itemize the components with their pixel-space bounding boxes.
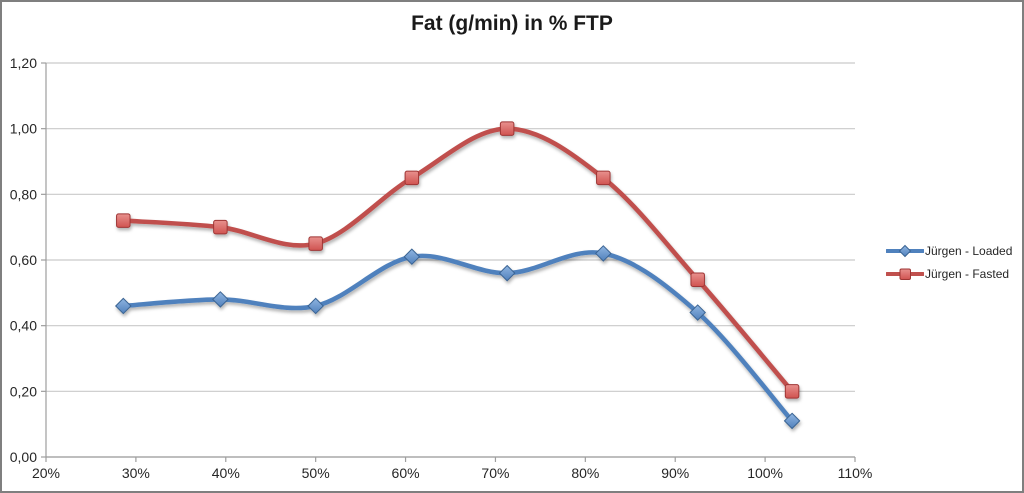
data-point-marker	[498, 264, 516, 282]
data-point-marker	[595, 245, 612, 262]
x-tick-label: 70%	[481, 465, 509, 481]
series-loaded	[114, 245, 801, 430]
data-point-marker	[308, 236, 323, 251]
data-point-marker	[307, 297, 324, 315]
data-point-marker	[212, 291, 229, 308]
data-point-marker	[213, 219, 228, 235]
y-tick-label: 0,00	[10, 449, 37, 465]
y-tick-label: 0,80	[10, 186, 37, 202]
data-point-marker	[596, 170, 611, 186]
x-tick-label: 80%	[571, 465, 599, 481]
x-tick-label: 30%	[122, 465, 150, 481]
x-tick-label: 100%	[747, 465, 783, 481]
data-point-marker	[784, 384, 800, 399]
x-tick-label: 60%	[392, 465, 420, 481]
data-point-marker	[403, 248, 421, 266]
legend-marker	[898, 244, 912, 258]
data-point-marker	[689, 304, 707, 321]
series-fasted	[116, 121, 800, 399]
data-point-marker	[114, 297, 132, 315]
legend-line-square-icon	[886, 268, 924, 280]
y-tick-label: 1,20	[10, 55, 37, 71]
x-tick-label: 110%	[838, 465, 873, 481]
legend-item-loaded: Jürgen - Loaded	[886, 243, 1012, 259]
data-point-marker	[116, 213, 131, 228]
data-point-marker	[404, 170, 420, 186]
y-tick-label: 0,60	[10, 252, 37, 268]
x-tick-label: 20%	[32, 465, 60, 481]
y-tick-label: 0,40	[10, 318, 37, 334]
data-point-marker	[499, 121, 515, 136]
x-tick-label: 50%	[302, 465, 330, 481]
legend: Jürgen - Loaded Jürgen - Fasted	[886, 243, 1012, 282]
data-point-marker	[783, 412, 801, 430]
y-tick-label: 0,20	[10, 383, 37, 399]
legend-label-loaded: Jürgen - Loaded	[925, 244, 1013, 258]
y-tick-label: 1,00	[10, 121, 37, 137]
x-tick-label: 40%	[212, 465, 240, 481]
x-tick-label: 90%	[661, 465, 689, 481]
legend-item-fasted: Jürgen - Fasted	[886, 266, 1012, 282]
legend-marker	[899, 268, 911, 280]
data-point-marker	[690, 272, 705, 287]
legend-line-diamond-icon	[886, 244, 924, 258]
chart-title: Fat (g/min) in % FTP	[411, 12, 613, 35]
legend-label-fasted: Jürgen - Fasted	[925, 267, 1010, 281]
